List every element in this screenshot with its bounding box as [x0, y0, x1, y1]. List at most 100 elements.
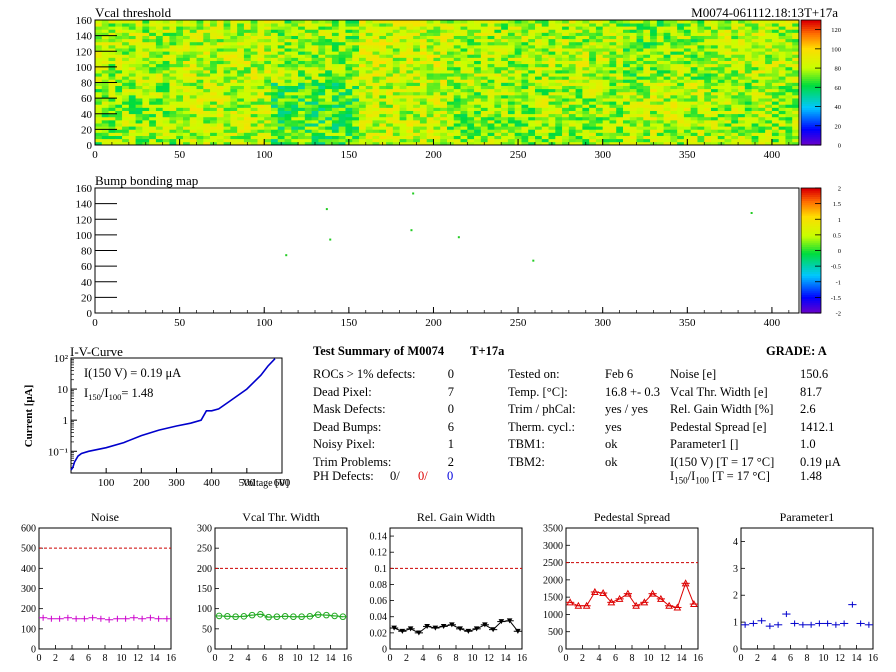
heatmap-cell — [325, 48, 333, 52]
heatmap-cell — [677, 82, 685, 86]
heatmap-cell — [257, 120, 265, 124]
heatmap-cell — [467, 32, 475, 36]
heatmap-cell — [298, 41, 306, 46]
heatmap-cell — [230, 104, 238, 108]
heatmap-cell — [704, 29, 712, 33]
heatmap-cell — [440, 135, 448, 140]
heatmap-cell — [447, 60, 455, 65]
heatmap-cell — [480, 79, 488, 83]
heatmap-cell — [223, 38, 231, 43]
heatmap-cell — [183, 48, 191, 52]
heatmap-cell — [128, 135, 136, 140]
heatmap-cell — [643, 23, 651, 27]
heatmap-cell — [352, 51, 360, 55]
heatmap-cell — [623, 120, 631, 124]
heatmap-cell — [155, 23, 164, 27]
heatmap-cell — [345, 88, 353, 93]
heatmap-cell — [311, 88, 319, 93]
heatmap-cell — [785, 54, 793, 58]
heatmap-cell — [731, 66, 739, 71]
heatmap-cell — [697, 41, 705, 46]
heatmap-cell — [541, 141, 549, 146]
heatmap-cell — [683, 98, 692, 102]
heatmap-cell — [155, 98, 164, 102]
heatmap-cell — [521, 41, 529, 46]
heatmap-cell — [413, 95, 421, 99]
heatmap-cell — [575, 70, 583, 74]
heatmap-cell — [765, 66, 773, 71]
heatmap-cell — [453, 60, 461, 65]
dead-bump-point — [532, 259, 535, 262]
heatmap-cell — [122, 85, 130, 90]
heatmap-cell — [778, 51, 786, 55]
heatmap-cell — [142, 20, 150, 24]
heatmap-cell — [223, 51, 231, 55]
heatmap-cell — [162, 48, 170, 52]
heatmap-cell — [778, 107, 786, 111]
heatmap-cell — [298, 60, 306, 65]
heatmap-cell — [379, 38, 387, 43]
heatmap-cell — [555, 88, 563, 93]
heatmap-cell — [663, 107, 671, 111]
heatmap-cell — [298, 132, 306, 136]
heatmap-cell — [589, 141, 597, 146]
heatmap-cell — [291, 138, 299, 143]
heatmap-cell — [623, 54, 631, 58]
heatmap-cell — [250, 104, 258, 108]
heatmap-cell — [426, 20, 434, 24]
heatmap-cell — [704, 113, 712, 118]
palette-cell — [801, 30, 821, 34]
iv-title: I-V-Curve — [70, 344, 123, 359]
heatmap-cell — [751, 85, 759, 90]
heatmap-cell — [155, 60, 164, 65]
heatmap-cell — [386, 45, 394, 49]
heatmap-cell — [216, 129, 224, 133]
heatmap-cell — [311, 32, 319, 36]
heatmap-cell — [562, 98, 570, 102]
heatmap-cell — [183, 123, 191, 127]
y-tick-label: 0.08 — [370, 580, 388, 591]
heatmap-cell — [677, 95, 685, 99]
heatmap-cell — [514, 26, 522, 30]
palette-cell — [801, 242, 821, 245]
heatmap-cell — [440, 73, 448, 77]
heatmap-cell — [359, 98, 367, 102]
heatmap-cell — [250, 23, 258, 27]
heatmap-cell — [656, 129, 664, 133]
heatmap-cell — [629, 82, 637, 86]
heatmap-cell — [677, 54, 685, 58]
heatmap-cell — [284, 79, 292, 83]
heatmap-cell — [379, 82, 387, 86]
heatmap-cell — [507, 32, 516, 36]
heatmap-cell — [629, 70, 637, 74]
heatmap-cell — [372, 79, 380, 83]
heatmap-cell — [284, 38, 292, 43]
heatmap-cell — [122, 116, 130, 121]
heatmap-cell — [792, 29, 800, 33]
heatmap-cell — [304, 26, 312, 30]
heatmap-cell — [433, 51, 441, 55]
heatmap-cell — [392, 63, 400, 68]
heatmap-cell — [765, 82, 773, 86]
heatmap-cell — [95, 48, 103, 52]
heatmap-cell — [467, 29, 475, 33]
heatmap-cell — [656, 101, 664, 105]
heatmap-cell — [304, 54, 312, 58]
heatmap-cell — [176, 38, 184, 43]
palette-cell — [801, 310, 821, 314]
heatmap-cell — [284, 73, 292, 77]
heatmap-cell — [704, 101, 712, 105]
heatmap-cell — [575, 35, 583, 40]
heatmap-cell — [568, 32, 576, 36]
heatmap-cell — [176, 45, 184, 49]
palette-cell — [801, 51, 821, 54]
heatmap-cell — [176, 101, 184, 105]
heatmap-cell — [372, 123, 380, 127]
heatmap-cell — [372, 57, 380, 61]
heatmap-cell — [643, 98, 651, 102]
heatmap-cell — [589, 32, 597, 36]
heatmap-cell — [379, 48, 387, 52]
heatmap-cell — [325, 85, 333, 90]
